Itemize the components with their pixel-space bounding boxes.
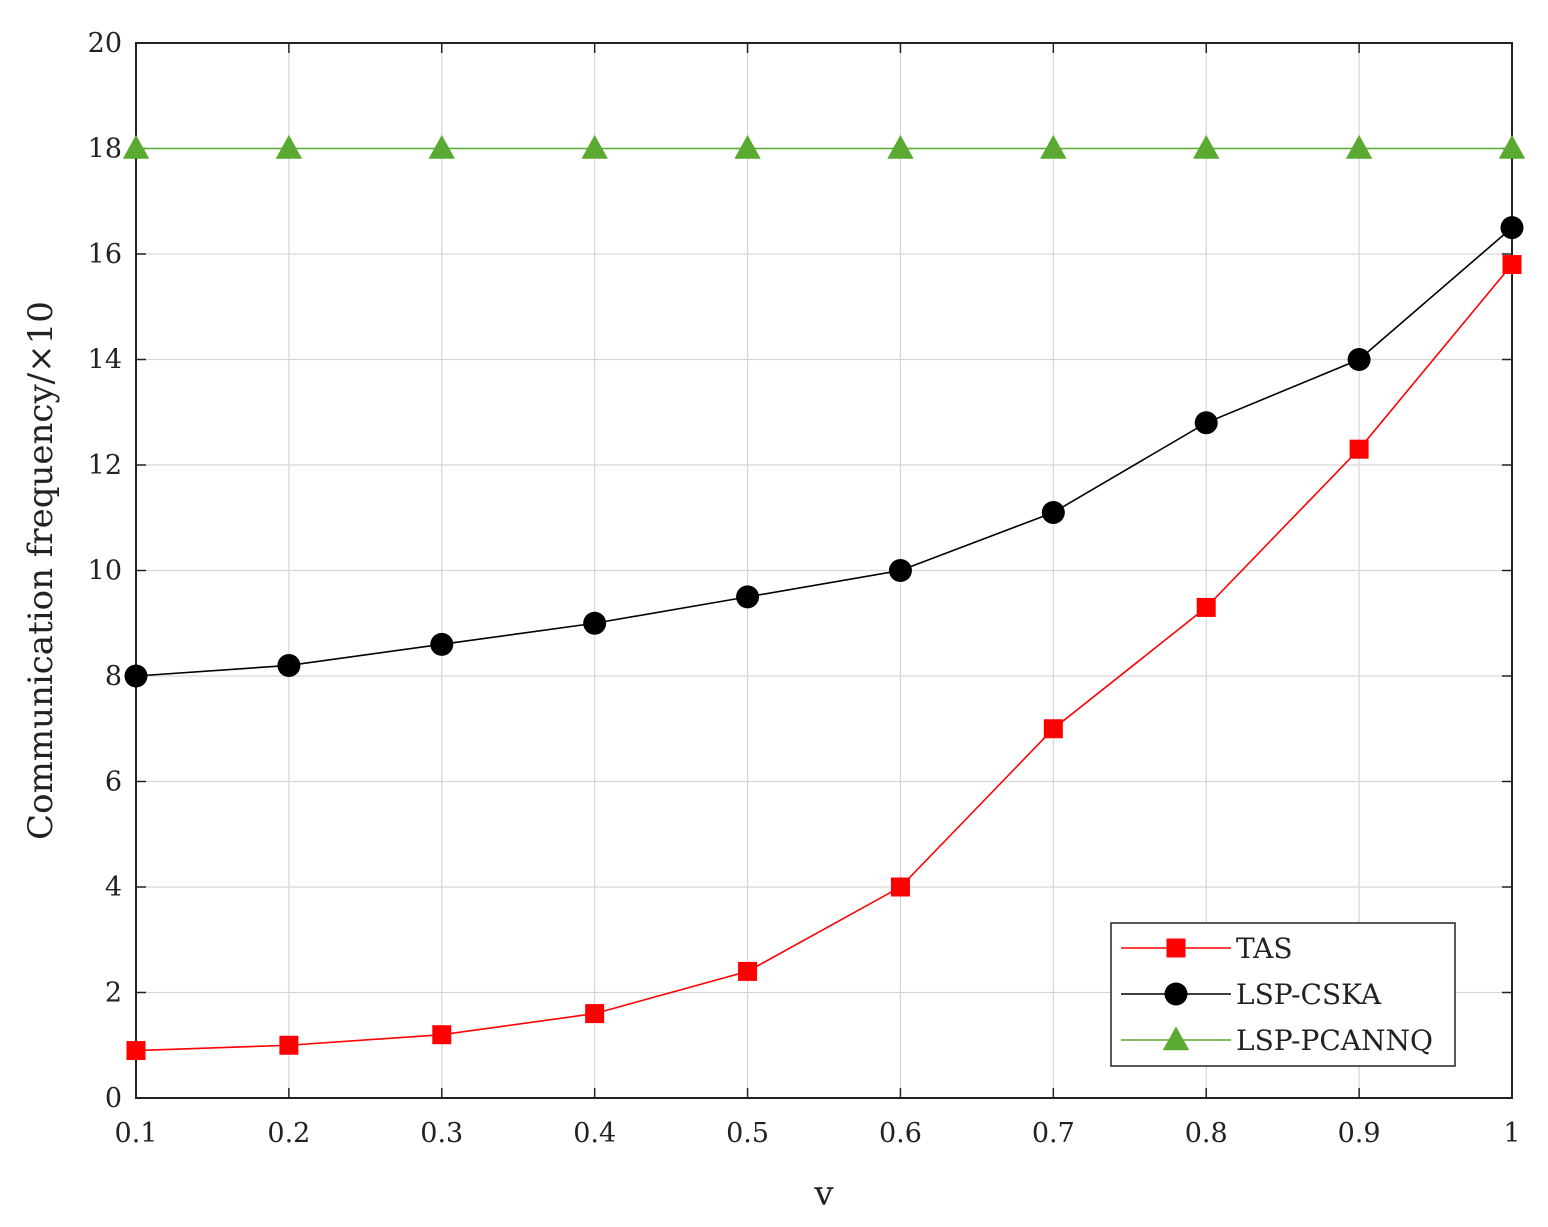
y-tick-label: 20 (88, 28, 122, 59)
data-point-lsp-cska (1347, 348, 1371, 371)
data-point-lsp-pcannq (734, 134, 761, 159)
y-tick-label: 14 (88, 345, 122, 376)
x-tick-label: 0.2 (267, 1118, 310, 1149)
tick-labels: 0.1 0.2 0.3 0.4 0.5 0.6 0.7 0.8 0.9 1024681012141… (88, 28, 1521, 1149)
data-point-lsp-pcannq (1345, 134, 1373, 159)
data-point-lsp-pcannq (581, 134, 608, 159)
series-layer (122, 134, 1526, 1061)
legend-label: LSP-PCANNQ (1236, 1024, 1433, 1057)
data-point-tas (738, 961, 758, 981)
legend-marker (1162, 1026, 1190, 1051)
legend-item-lsp-pcannq: LSP-PCANNQ (1121, 1024, 1433, 1057)
x-tick-label: 0.5 (726, 1118, 769, 1149)
data-point-lsp-cska (583, 611, 607, 635)
legend: TAS LSP-CSKA LSP-PCANNQ (1110, 922, 1456, 1067)
x-tick-label: 0.7 (1032, 1118, 1075, 1149)
data-point-lsp-pcannq (275, 134, 303, 159)
data-point-lsp-pcannq (1040, 134, 1067, 159)
data-point-lsp-cska (430, 632, 454, 656)
legend-marker (1166, 938, 1186, 958)
y-axis-title: Communication frequency/×10 (21, 301, 61, 840)
series-line-tas (135, 264, 1513, 1052)
data-point-lsp-pcannq (1193, 134, 1220, 159)
data-point-lsp-pcannq (1498, 134, 1526, 159)
data-point-tas (126, 1041, 146, 1061)
data-point-tas (1043, 719, 1063, 739)
legend-item-tas: TAS (1121, 932, 1293, 965)
data-point-tas (1502, 255, 1522, 275)
series-tas (126, 255, 1522, 1061)
data-point-tas (890, 877, 910, 897)
legend-marker (1164, 982, 1188, 1006)
data-point-lsp-cska (888, 559, 912, 582)
data-point-tas (1196, 597, 1216, 617)
y-tick-label: 18 (88, 134, 122, 165)
data-point-lsp-pcannq (122, 134, 150, 159)
x-axis-title: v (813, 1174, 834, 1214)
series-lsp-cska (124, 216, 1524, 688)
data-point-tas (432, 1025, 452, 1045)
x-tick-label: 0.6 (879, 1118, 922, 1149)
y-tick-label: 12 (88, 450, 122, 481)
x-tick-label: 1 (1503, 1118, 1520, 1149)
y-tick-label: 2 (105, 978, 122, 1009)
legend-label: TAS (1236, 932, 1293, 965)
legend-item-lsp-cska: LSP-CSKA (1121, 978, 1382, 1011)
series-line-lsp-cska (135, 227, 1513, 677)
legend-label: LSP-CSKA (1236, 978, 1382, 1011)
data-point-lsp-pcannq (428, 134, 455, 159)
data-point-tas (1349, 439, 1369, 459)
x-tick-label: 0.3 (420, 1118, 463, 1149)
y-tick-label: 10 (88, 556, 122, 587)
data-point-lsp-cska (736, 585, 760, 609)
y-tick-label: 0 (105, 1083, 122, 1114)
x-tick-label: 0.1 (115, 1118, 158, 1149)
data-point-lsp-pcannq (887, 134, 914, 159)
data-point-tas (279, 1035, 299, 1055)
x-tick-label: 0.8 (1185, 1118, 1228, 1149)
y-tick-label: 6 (105, 767, 122, 798)
data-point-lsp-cska (1041, 500, 1065, 524)
y-tick-label: 4 (105, 872, 122, 903)
series-lsp-pcannq (122, 134, 1526, 159)
data-point-lsp-cska (124, 664, 148, 688)
data-point-lsp-cska (1194, 411, 1218, 435)
x-tick-label: 0.4 (573, 1118, 616, 1149)
data-point-lsp-cska (277, 653, 301, 677)
data-point-tas (585, 1004, 605, 1024)
y-tick-label: 16 (88, 239, 122, 270)
data-point-lsp-cska (1500, 216, 1524, 240)
y-tick-label: 8 (105, 661, 122, 692)
x-tick-label: 0.9 (1338, 1118, 1381, 1149)
